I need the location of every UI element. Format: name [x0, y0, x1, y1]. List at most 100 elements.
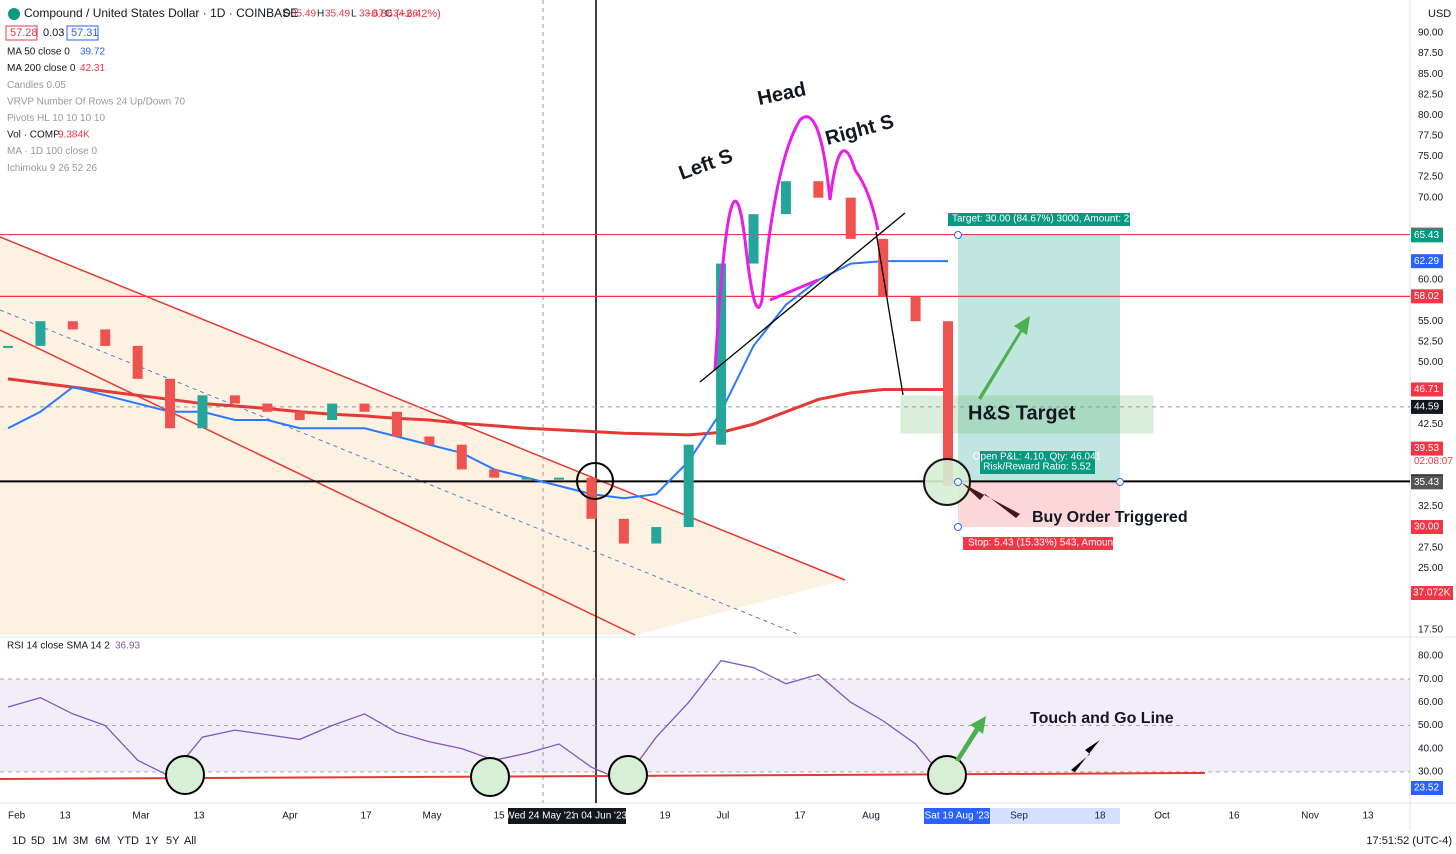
indicator-name: MA · 1D 100 close 0: [7, 146, 97, 157]
price-badge: [1411, 520, 1443, 535]
y-tick-label: 87.50: [1418, 48, 1443, 59]
y-tick-label: 27.50: [1418, 542, 1443, 553]
candle: [716, 263, 727, 445]
indicator-name: MA 200 close 0: [7, 63, 76, 74]
candle: [424, 436, 435, 445]
x-tick-label: 13: [1362, 811, 1374, 822]
range-button[interactable]: 1M: [52, 835, 67, 847]
rsi-tick-label: 50.00: [1418, 720, 1443, 731]
range-button[interactable]: 5Y: [166, 835, 180, 847]
indicator-name: MA 50 close 0: [7, 47, 70, 58]
price-badge: [1411, 289, 1443, 304]
candle: [618, 518, 629, 544]
x-tick-label: Aug: [862, 811, 880, 822]
price-badge: [1411, 228, 1443, 243]
range-button[interactable]: 5D: [31, 835, 45, 847]
candle: [67, 321, 78, 330]
indicator-name: Pivots HL 10 10 10 10: [7, 113, 105, 124]
y-tick-label: 82.50: [1418, 89, 1443, 100]
vol-badge: [1411, 586, 1453, 600]
channel-top: [0, 236, 846, 581]
rsi-value: 36.93: [115, 641, 140, 652]
x-tick-label: 17: [360, 811, 372, 822]
range-button[interactable]: 1D: [12, 835, 26, 847]
x-tick-label: 15: [493, 811, 505, 822]
rsi-label: RSI 14 close SMA 14 2: [7, 641, 110, 652]
ohlc-part: 33.67: [359, 9, 384, 20]
ohlc-part: C: [385, 9, 392, 20]
rsi-tick-label: 80.00: [1418, 651, 1443, 662]
rsi-last: 23.52: [1414, 783, 1439, 794]
rsi-tick-label: 70.00: [1418, 674, 1443, 685]
target-label-bg: [948, 213, 1130, 226]
crosshair-badge: [924, 808, 990, 824]
channel-fill: [0, 237, 845, 635]
indicator-value: 42.31: [80, 63, 105, 74]
x-tick-label: Feb: [8, 811, 26, 822]
candle: [262, 403, 273, 412]
rsi-line: [7, 659, 949, 784]
ohlc: O 35.49 H 35.49 L 33.67 C 34.66: [283, 9, 418, 20]
annotation: H&S Target: [968, 402, 1076, 424]
range-button[interactable]: 6M: [95, 835, 110, 847]
price-badge: [1411, 254, 1443, 269]
x-tick-label: Jul: [717, 811, 730, 822]
indicator-name: Ichimoku 9 26 52 26: [7, 163, 97, 174]
rsi-tick-label: 40.00: [1418, 743, 1443, 754]
x-tick-label: May: [423, 811, 442, 822]
candle: [391, 411, 402, 437]
ask: 57.31: [71, 27, 99, 39]
y-tick-label: 55.00: [1418, 316, 1443, 327]
range-button[interactable]: 1Y: [145, 835, 159, 847]
crosshair-label: Wed 24 May '23: [505, 811, 577, 822]
ohlc-part: O: [283, 9, 291, 20]
candle: [197, 395, 208, 429]
rsi-circles: [165, 755, 967, 797]
candle: [456, 444, 467, 470]
indicator-value: 9.384K: [58, 130, 90, 141]
rsi-badge: [1411, 781, 1443, 795]
indicator-value: 39.72: [80, 47, 105, 58]
x-tick-label: 16: [1228, 811, 1240, 822]
candle: [165, 378, 176, 429]
y-tick-label: 72.50: [1418, 172, 1443, 183]
arrow-buy: [962, 483, 1020, 518]
crosshair-badge: [574, 808, 626, 824]
x-tick-label: Mar: [132, 811, 150, 822]
countdown: 02:08:07: [1414, 456, 1453, 467]
y-tick-label: 85.00: [1418, 69, 1443, 80]
candle: [489, 469, 500, 478]
rr-label: Risk/Reward Ratio: 5.52: [983, 462, 1091, 473]
candle: [554, 477, 565, 480]
toolbar: 1D 5D 1M 3M 6M YTD 1Y 5Y All: [12, 835, 196, 847]
ohlc-part: 35.49: [291, 9, 316, 20]
x-tick-label: Sep: [1010, 811, 1028, 822]
y-tick-label: 52.50: [1418, 336, 1443, 347]
ohlc-part: H: [317, 9, 324, 20]
hs-arc-link: [769, 278, 819, 302]
price-badge-label: 62.29: [1414, 256, 1439, 267]
hs-arcs: [713, 115, 880, 371]
crosshair-label: Sat 19 Aug '23: [925, 811, 990, 822]
coin-icon: [8, 8, 20, 20]
y-tick-label: 50.00: [1418, 357, 1443, 368]
ohlc-part: 35.49: [325, 9, 350, 20]
measure-line: [875, 231, 904, 396]
x-tick-label: 18: [1094, 811, 1106, 822]
arrow-up: [978, 316, 1030, 400]
bid: 57.28: [10, 27, 38, 39]
neckline: [699, 212, 906, 383]
x-tick-label: 19: [659, 811, 671, 822]
y-tick-label: 25.00: [1418, 563, 1443, 574]
indicator-name: Vol · COMP: [7, 130, 60, 141]
candle: [132, 345, 143, 379]
range-button[interactable]: All: [184, 835, 196, 847]
range-button[interactable]: 3M: [73, 835, 88, 847]
candle: [845, 197, 856, 239]
indicator-name: VRVP Number Of Rows 24 Up/Down 70: [7, 96, 185, 107]
range-button[interactable]: YTD: [117, 835, 139, 847]
candle: [359, 403, 370, 412]
candle: [327, 403, 338, 421]
ohlc-part: L: [351, 9, 357, 20]
